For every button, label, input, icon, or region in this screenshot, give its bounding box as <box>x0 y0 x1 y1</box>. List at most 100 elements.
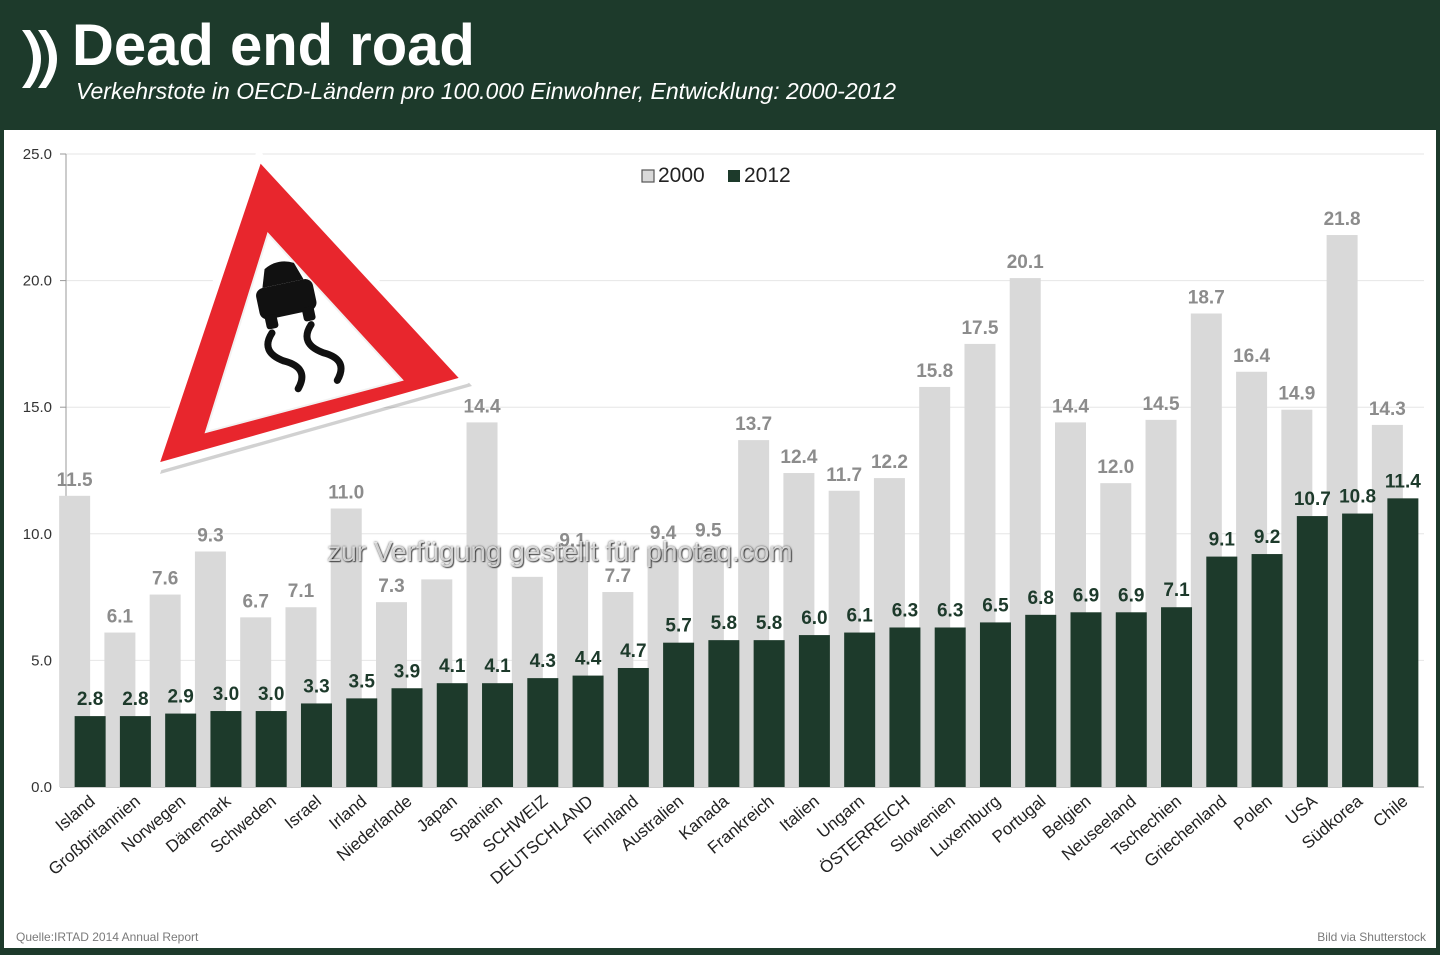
bar-2012 <box>482 683 514 787</box>
data-label-2012: 4.1 <box>439 656 466 677</box>
bar-2012 <box>1342 513 1374 787</box>
legend-swatch-2000 <box>641 169 655 183</box>
data-label-2000: 16.4 <box>1233 346 1270 367</box>
data-label-2000: 6.1 <box>107 607 134 628</box>
bar-2012 <box>889 627 921 787</box>
legend-swatch-2012 <box>728 170 740 182</box>
data-label-2012: 6.5 <box>982 595 1009 616</box>
data-label-2000: 6.7 <box>242 591 268 612</box>
data-label-2012: 4.1 <box>484 656 511 677</box>
y-tick-label: 15.0 <box>23 399 52 416</box>
y-tick-label: 25.0 <box>23 146 52 163</box>
bar-2012 <box>391 688 423 787</box>
y-tick-label: 0.0 <box>31 779 52 796</box>
bar-2012 <box>300 703 332 787</box>
legend-label-2012: 2012 <box>744 164 791 187</box>
data-label-2000: 20.1 <box>1007 252 1044 273</box>
data-label-2000: 11.5 <box>57 470 93 491</box>
bar-2012 <box>572 675 604 787</box>
source-note: Quelle:IRTAD 2014 Annual Report <box>16 930 199 944</box>
category-label: Chile <box>1370 792 1412 831</box>
data-label-2000: 14.4 <box>1052 396 1089 417</box>
data-label-2012: 3.0 <box>258 684 284 705</box>
bar-2012 <box>165 713 197 787</box>
data-label-2000: 17.5 <box>961 318 998 339</box>
series-2012-bars <box>74 498 1419 787</box>
data-label-2000: 12.0 <box>1097 457 1134 478</box>
data-label-2012: 5.8 <box>756 613 782 634</box>
data-label-2012: 4.4 <box>575 649 602 670</box>
data-label-2000: 14.9 <box>1278 384 1315 405</box>
data-label-2000: 7.1 <box>288 581 315 602</box>
category-label: Polen <box>1230 792 1276 835</box>
header-banner: Dead end road Verkehrstote in OECD-Lände… <box>0 0 1440 128</box>
data-label-2000: 14.5 <box>1143 394 1180 415</box>
data-label-2000: 9.1 <box>559 531 586 552</box>
data-label-2000: 12.4 <box>780 447 817 468</box>
data-label-2012: 4.7 <box>620 641 646 662</box>
legend-label-2000: 2000 <box>658 164 705 187</box>
data-label-2000: 12.2 <box>871 452 908 473</box>
bar-2012 <box>1115 612 1147 787</box>
bar-2012 <box>119 716 151 787</box>
bar-2012 <box>1296 516 1328 787</box>
data-label-2000: 21.8 <box>1324 209 1361 230</box>
data-label-2000: 18.7 <box>1188 288 1225 309</box>
data-label-2012: 5.8 <box>711 613 737 634</box>
image-credit: Bild via Shutterstock <box>1317 930 1426 944</box>
bar-2012 <box>1206 556 1238 787</box>
y-tick-label: 10.0 <box>23 526 52 543</box>
data-label-2012: 3.0 <box>213 684 239 705</box>
data-label-2012: 6.3 <box>892 600 918 621</box>
oecd-logo-icon <box>22 30 57 88</box>
data-label-2000: 7.3 <box>378 576 404 597</box>
bar-2012 <box>74 716 106 787</box>
slippery-road-sign-icon <box>150 152 472 474</box>
bar-2012 <box>1025 614 1057 787</box>
data-label-2000: 9.3 <box>197 526 223 547</box>
data-label-2000: 7.6 <box>152 569 178 590</box>
chart-panel: 0.0 5.0 10.0 15.0 20.0 25.0 11.5 2.8 6.1 2.8 7.6 2… <box>4 130 1436 948</box>
bar-2012 <box>255 711 287 787</box>
data-label-2012: 7.1 <box>1163 580 1190 601</box>
data-label-2000: 7.7 <box>605 566 631 587</box>
data-label-2000: 15.8 <box>916 361 953 382</box>
data-label-2012: 4.3 <box>530 651 556 672</box>
data-label-2000: 11.0 <box>328 482 364 503</box>
bar-2012 <box>346 698 378 787</box>
data-label-2000: 9.5 <box>695 520 722 541</box>
bar-2012 <box>798 635 830 787</box>
bar-2012 <box>1387 498 1419 787</box>
data-label-2012: 6.0 <box>801 608 827 629</box>
data-label-2012: 3.9 <box>394 661 420 682</box>
data-label-2012: 6.9 <box>1073 585 1099 606</box>
data-label-2012: 3.5 <box>349 671 376 692</box>
x-axis-labels: IslandGroßbritannienNorwegenDänemarkSchw… <box>45 791 1412 888</box>
bar-2012 <box>527 678 559 787</box>
watermark: zur Verfügung gestellt für photaq.com <box>327 536 793 567</box>
data-label-2012: 6.3 <box>937 600 963 621</box>
data-label-2012: 6.1 <box>846 606 873 627</box>
data-label-2012: 2.9 <box>167 687 193 708</box>
bar-2012 <box>617 667 649 787</box>
bar-2012 <box>1070 612 1102 787</box>
bar-2012 <box>663 642 695 787</box>
bar-chart: 0.0 5.0 10.0 15.0 20.0 25.0 11.5 2.8 6.1 2.8 7.6 2… <box>23 146 1424 888</box>
y-tick-label: 5.0 <box>31 652 52 669</box>
data-label-2012: 9.1 <box>1209 530 1236 551</box>
bar-2012 <box>844 632 876 787</box>
data-label-2000: 14.4 <box>464 396 501 417</box>
data-label-2012: 9.2 <box>1254 527 1280 548</box>
bar-2012 <box>436 683 468 787</box>
page-title: Dead end road <box>72 13 475 78</box>
bar-2012 <box>753 640 785 787</box>
data-label-2012: 6.9 <box>1118 585 1144 606</box>
data-label-2012: 6.8 <box>1028 588 1054 609</box>
data-label-2012: 2.8 <box>77 689 103 710</box>
category-label: Israel <box>281 792 325 833</box>
data-label-2012: 11.4 <box>1385 471 1421 492</box>
bar-2012 <box>708 640 740 787</box>
data-label-2012: 10.7 <box>1294 489 1331 510</box>
data-label-2012: 5.7 <box>665 616 691 637</box>
